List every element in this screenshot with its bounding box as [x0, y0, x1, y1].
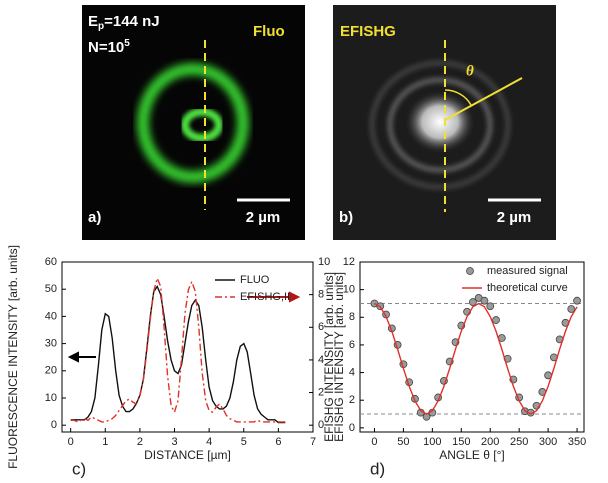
y2-tick-label: 2: [318, 386, 324, 398]
x-tick-label: 5: [241, 436, 247, 448]
panel-label: b): [339, 209, 353, 226]
scale-label: 2 µm: [246, 209, 281, 226]
series-line: [374, 302, 578, 415]
x-tick-label: 350: [568, 436, 586, 448]
left-axis-arrow: [67, 351, 96, 363]
angle-arc: [444, 89, 472, 106]
y2-tick-label: 0: [318, 419, 324, 431]
y-tick-label: 0: [51, 419, 57, 431]
y-axis-label: FLUORESCENCE INTENSITY [arb. units]: [6, 245, 20, 469]
x-tick-label: 3: [171, 436, 177, 448]
panel-name: Fluo: [253, 23, 285, 40]
y-axis-label: EFISHG INTENSITY [arb. units]: [322, 272, 336, 442]
data-point: [567, 305, 576, 313]
x-tick-label: 300: [539, 436, 557, 448]
panel-label: a): [88, 209, 101, 226]
x-tick-label: 1: [102, 436, 108, 448]
fringe: [369, 60, 511, 190]
y2-tick-label: 10: [318, 256, 330, 268]
x-tick-label: 0: [371, 436, 377, 448]
legend-label: measured signal: [487, 265, 568, 277]
y2-axis-label: EFISHG INTENSITY [arb. units]: [332, 272, 346, 442]
y-tick-label: 4: [349, 366, 355, 378]
legend-label: FLUO: [240, 274, 270, 286]
data-point: [480, 296, 489, 305]
y2-tick-label: 6: [318, 321, 324, 333]
plot-frame: [359, 261, 585, 433]
outer-ring: [137, 63, 249, 183]
y-tick-label: 12: [343, 256, 355, 268]
series-line: [70, 276, 286, 423]
angle-label: θ: [466, 63, 474, 79]
x-tick-label: 250: [510, 436, 528, 448]
y-tick-label: 60: [45, 256, 57, 268]
data-point: [468, 298, 477, 306]
data-point: [486, 302, 495, 311]
series-line: [70, 285, 286, 424]
legend-label: EFISHG,II: [240, 291, 290, 303]
chart-label: c): [72, 459, 86, 478]
y-tick-label: 10: [45, 392, 57, 404]
x-tick-label: 50: [397, 436, 409, 448]
bright-spot: [404, 90, 476, 154]
y-tick-label: 8: [349, 311, 355, 323]
x-tick-label: 7: [310, 436, 316, 448]
panel-name: EFISHG: [340, 23, 396, 40]
data-point: [573, 296, 581, 305]
x-axis-label: DISTANCE [µm]: [144, 448, 231, 462]
x-tick-label: 6: [275, 436, 281, 448]
x-tick-label: 150: [452, 436, 470, 448]
inner-ring: [181, 108, 223, 142]
x-axis-label: ANGLE θ [°]: [439, 448, 505, 462]
panel-b: θ EFISHG 2 µm b): [333, 5, 556, 240]
legend-label: theoretical curve: [487, 282, 568, 294]
y-tick-label: 30: [45, 338, 57, 350]
right-axis-arrow: [247, 291, 301, 303]
count-label: N=105: [88, 38, 130, 56]
y-tick-label: 40: [45, 310, 57, 322]
x-tick-label: 200: [481, 436, 499, 448]
x-tick-label: 0: [68, 436, 74, 448]
chart-label: d): [370, 459, 385, 478]
y-tick-label: 6: [349, 339, 355, 351]
scale-label: 2 µm: [497, 209, 532, 226]
legend-marker: [466, 267, 474, 275]
energy-label: Ep=144 nJ: [88, 13, 160, 32]
y-tick-label: 0: [349, 422, 355, 434]
fringe: [387, 77, 493, 173]
panel-a: Ep=144 nJ N=105 Fluo 2 µm a): [82, 5, 305, 240]
y-tick-label: 50: [45, 283, 57, 295]
y2-tick-label: 4: [318, 354, 324, 366]
y-tick-label: 20: [45, 365, 57, 377]
y2-tick-label: 8: [318, 289, 324, 301]
plot-frame: [61, 261, 314, 433]
y-tick-label: 10: [343, 284, 355, 296]
y-tick-label: 2: [349, 394, 355, 406]
x-tick-label: 2: [137, 436, 143, 448]
data-point: [492, 316, 500, 324]
x-tick-label: 100: [423, 436, 441, 448]
angle-line: [444, 77, 523, 121]
x-tick-label: 4: [206, 436, 212, 448]
